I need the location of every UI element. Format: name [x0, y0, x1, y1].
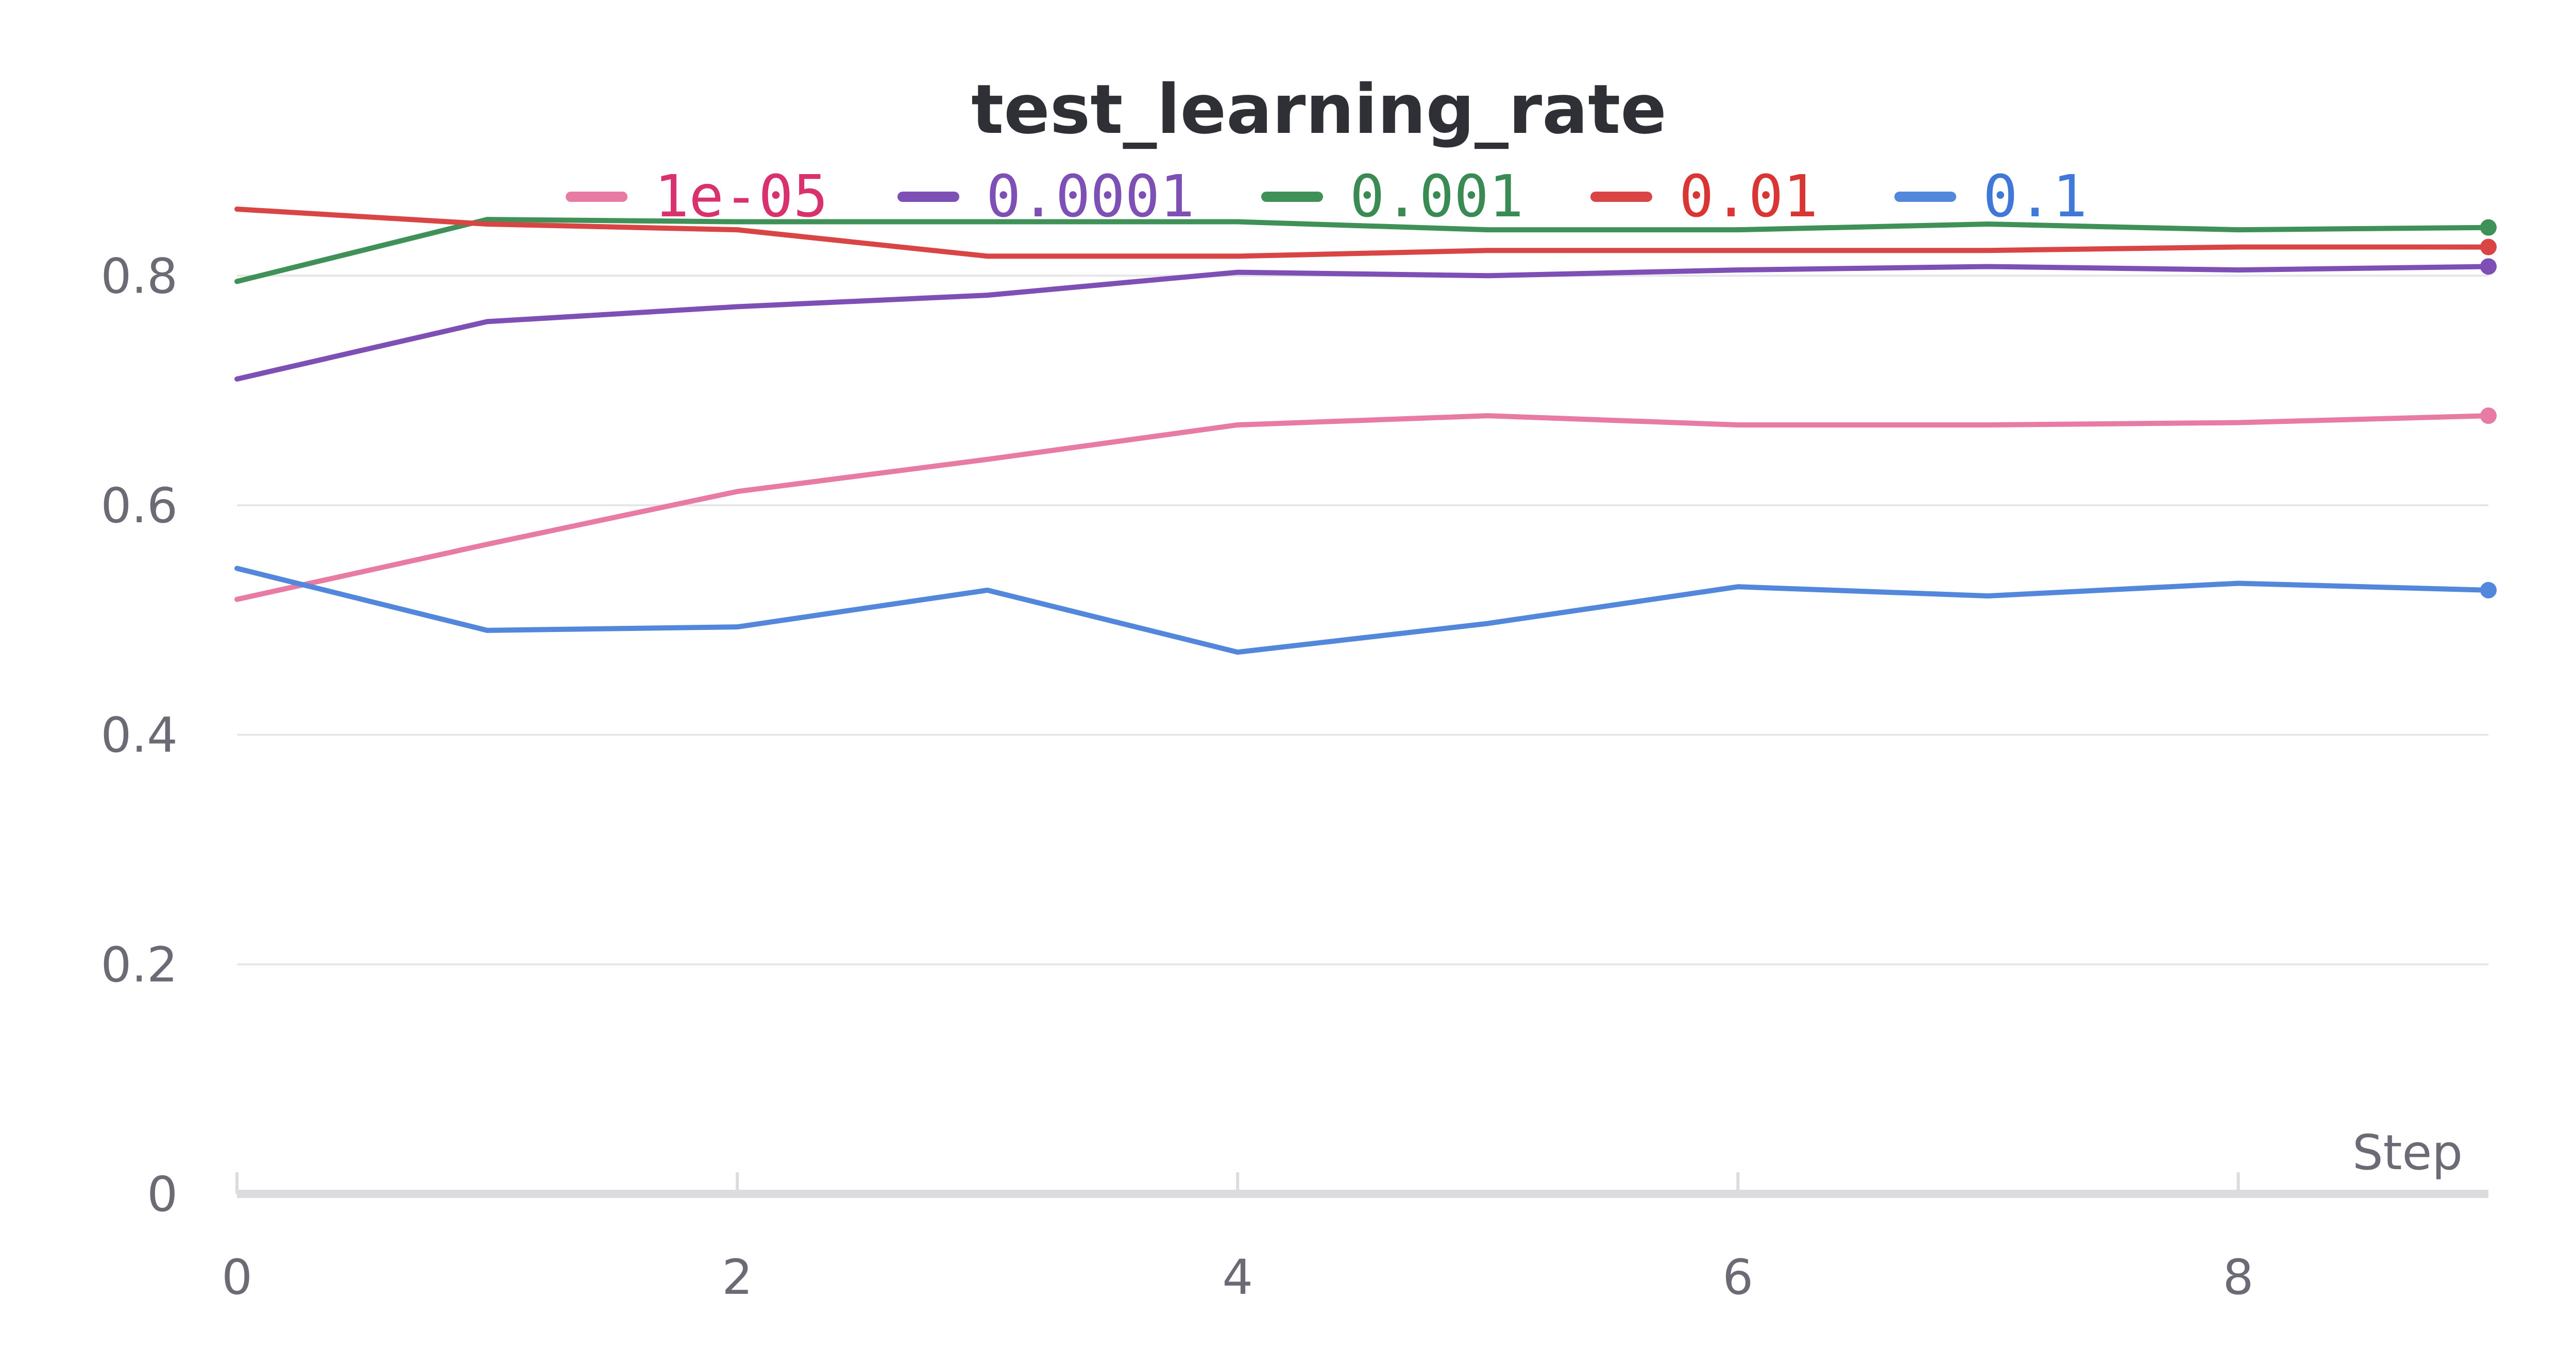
legend-item[interactable]: 0.01 — [1590, 163, 1818, 230]
x-tick-label: 2 — [722, 1250, 753, 1306]
legend-item[interactable]: 1e-05 — [566, 163, 828, 230]
grid — [237, 275, 2488, 966]
series-lines — [234, 207, 2497, 655]
series-end-point — [2480, 219, 2497, 236]
legend-item[interactable]: 0.1 — [1894, 163, 2087, 230]
x-tick-label: 4 — [1222, 1250, 1253, 1306]
legend-item[interactable]: 0.0001 — [897, 163, 1195, 230]
legend-label: 0.001 — [1350, 163, 1523, 230]
chart-title: test_learning_rate — [971, 70, 1667, 149]
y-tick-label: 0 — [147, 1167, 178, 1223]
series-end-point — [2480, 238, 2497, 255]
y-tick-label: 0.6 — [101, 478, 178, 534]
series-line-0.001 — [234, 217, 2491, 284]
y-tick-label: 0.4 — [101, 708, 178, 764]
series-line-0.1 — [234, 566, 2491, 655]
y-tick-label: 0.2 — [101, 937, 178, 993]
y-tick-label: 0.8 — [101, 248, 178, 304]
legend-item[interactable]: 0.001 — [1261, 163, 1523, 230]
x-tick-label: 0 — [222, 1250, 252, 1306]
x-tick-label: 8 — [2223, 1250, 2254, 1306]
legend-label: 0.0001 — [986, 163, 1195, 230]
legend: 1e-05 0.0001 0.001 0.01 0.1 — [566, 163, 2087, 230]
legend-label: 1e-05 — [654, 163, 828, 230]
series-end-point — [2480, 582, 2497, 598]
series-line-0.01 — [234, 207, 2491, 259]
series-end-point — [2480, 258, 2497, 275]
axes: 0 0.2 0.4 0.6 0.8 0 2 4 6 8 — [101, 248, 2488, 1306]
x-tick-label: 6 — [1722, 1250, 1753, 1306]
series-line-1e-05 — [234, 413, 2491, 602]
x-axis-title: Step — [2352, 1125, 2463, 1181]
legend-label: 0.1 — [1983, 163, 2087, 230]
legend-label: 0.01 — [1679, 163, 1818, 230]
series-end-point — [2480, 407, 2497, 424]
series-line-0.0001 — [234, 264, 2491, 382]
